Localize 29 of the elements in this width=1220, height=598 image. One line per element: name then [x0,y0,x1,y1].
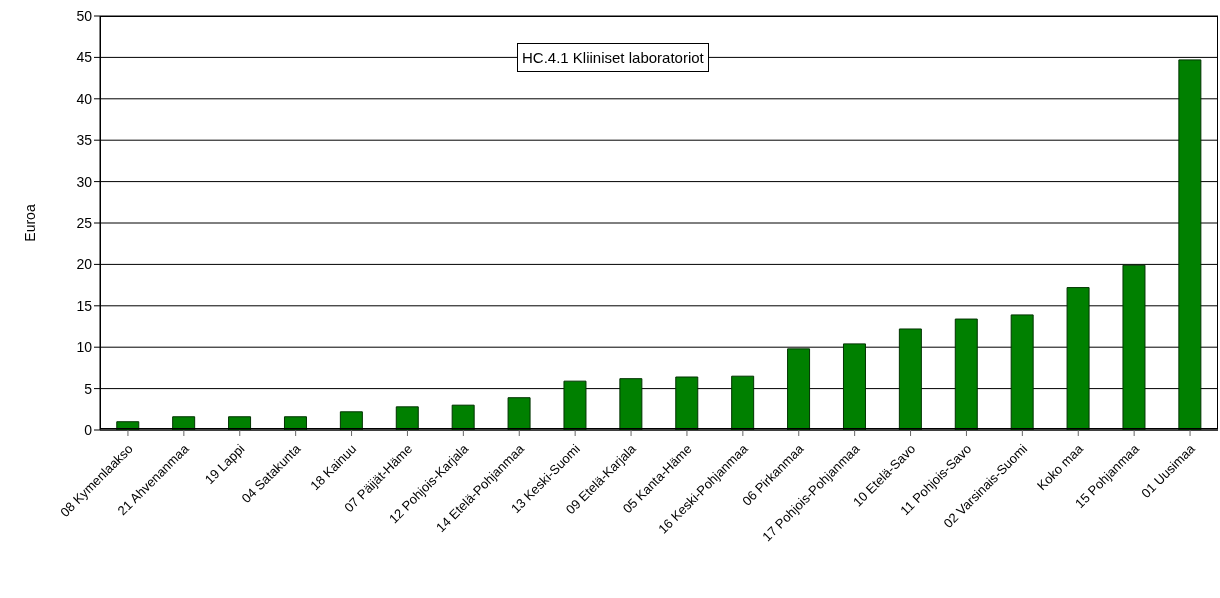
y-tick-label: 50 [76,7,93,24]
y-tick-label: 45 [76,49,93,66]
y-tick-label: 0 [84,421,93,438]
bar [1066,287,1090,430]
y-tick-label: 5 [84,380,93,397]
bar [898,328,922,430]
bar [1178,59,1202,430]
text: HC.4.1 Kliiniset laboratoriot [517,43,709,72]
bar [842,343,866,430]
y-tick-label: 25 [76,214,93,231]
bar [507,397,531,430]
bar [563,380,587,430]
bar [675,376,699,430]
y-tick-label: 40 [76,90,93,107]
bar [731,375,755,430]
y-tick-label: 35 [76,132,93,149]
bar [954,318,978,430]
bar [339,411,363,430]
y-tick-label: 20 [76,256,93,273]
bar [787,348,811,430]
y-tick-label: 30 [76,173,93,190]
bar [395,406,419,430]
y-axis-title: Euroa [21,204,38,242]
bar [1122,264,1146,430]
y-tick-label: 10 [76,339,93,356]
bar [1010,314,1034,430]
y-tick-label: 15 [76,297,93,314]
bar [451,404,475,430]
bar [619,378,643,430]
